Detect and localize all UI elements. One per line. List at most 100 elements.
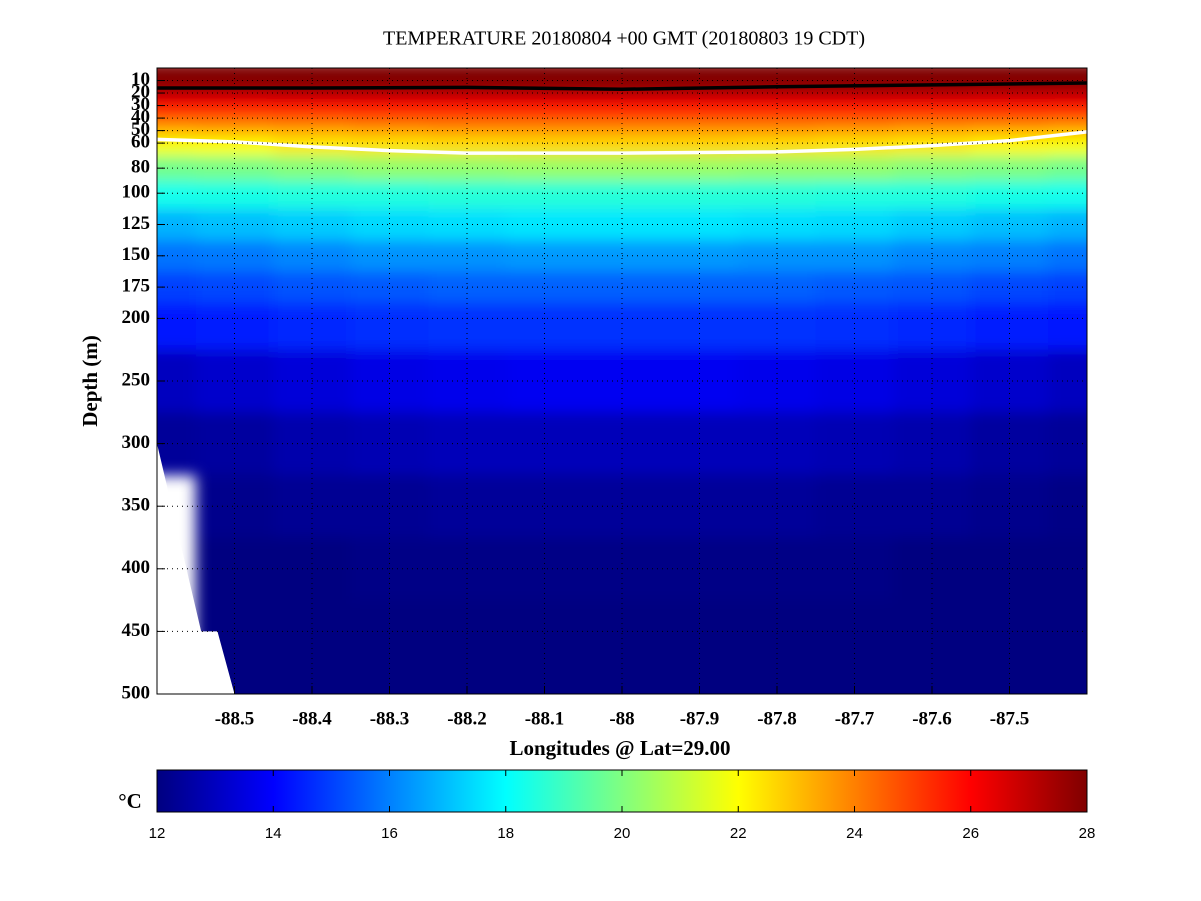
y-tick-label: 175 [122,275,151,296]
heatmap [157,68,1087,694]
x-tick-label: -87.5 [990,708,1030,729]
x-tick-label: -88.3 [370,708,410,729]
y-tick-label: 450 [122,620,151,641]
x-tick-label: -87.6 [912,708,952,729]
heat-cell [660,180,739,210]
heat-cell [970,600,1049,664]
heat-cell [273,302,352,351]
heat-cell [815,474,894,538]
heat-cell [195,208,274,241]
heat-cell [970,271,1049,304]
x-tick-label: -88 [609,708,634,729]
heat-cell [505,99,584,113]
heat-cell [350,124,429,138]
y-tick-label: 300 [122,432,151,453]
y-tick-label: 250 [122,369,151,390]
heat-cell [350,68,429,75]
heat-cell [505,349,584,413]
heat-cell [350,474,429,538]
heat-cell [815,99,894,113]
x-tick-label: -87.9 [680,708,720,729]
heat-cell [815,180,894,210]
heat-cell [815,600,894,664]
y-tick-label: 20 [131,81,150,102]
y-tick-label: 150 [122,244,151,265]
heat-cell [157,74,197,88]
heat-cell [350,600,429,664]
heat-cell [660,74,739,88]
heat-cell [505,136,584,157]
heat-cell [157,99,197,113]
heat-cell [350,99,429,113]
colorbar-tick-label: 12 [149,825,166,842]
heat-cell [970,349,1049,413]
y-tick-label: 100 [122,182,151,203]
heat-cell [157,124,197,138]
heat-cell [505,124,584,138]
heatmap-area [157,68,1087,694]
heat-cell [505,600,584,664]
heat-cell [1048,68,1087,75]
heat-cell [505,302,584,351]
heat-cell [815,271,894,304]
heat-cell [970,302,1049,351]
colorbar-tick-label: 16 [381,825,398,842]
heat-cell [195,302,274,351]
heat-cell [350,240,429,272]
heat-cell [428,302,507,351]
heat-cell [660,600,739,664]
heat-cell [970,240,1049,272]
x-tick-label: -87.7 [835,708,875,729]
seafloor [157,443,235,694]
y-tick-label: 60 [131,131,150,152]
heat-cell [815,124,894,138]
heat-cell [893,68,972,75]
heat-cell [505,240,584,272]
heat-cell [195,349,274,413]
heat-cell [583,180,662,210]
heat-cell [970,99,1049,113]
heat-cell [195,240,274,272]
heat-cell [583,302,662,351]
plot-frame [156,67,1088,695]
chart-title: TEMPERATURE 20180804 +00 GMT (20180803 1… [383,28,865,50]
heat-cell [195,74,274,88]
colorbar-tick-label: 22 [730,825,747,842]
x-tick-label: -87.8 [757,708,797,729]
heat-cell [350,271,429,304]
heat-cell [505,271,584,304]
heat-cell [505,474,584,538]
heat-cell [815,349,894,413]
y-tick-label: 200 [122,307,151,328]
colorbar-tick-label: 14 [265,825,282,842]
heat-cell [970,180,1049,210]
heat-cell [350,208,429,241]
heat-cell [660,68,739,75]
heat-cell [970,474,1049,538]
heat-cell [660,302,739,351]
heat-cell [195,271,274,304]
heat-cell [660,349,739,413]
x-tick-label: -88.4 [292,708,332,729]
y-tick-label: 125 [122,213,151,234]
colorbar-tick-label: 24 [846,825,863,842]
heat-cell [428,68,507,75]
y-tick-label: 350 [122,495,151,516]
heat-cell [157,86,197,100]
colorbar-tick-label: 18 [497,825,514,842]
heat-cell [970,68,1049,75]
y-axis-label: Depth (m) [78,335,102,427]
heat-cell [157,302,197,351]
y-tick-label: 50 [131,119,150,140]
heat-cell [970,208,1049,241]
heat-cell [815,240,894,272]
heat-cell [738,180,817,210]
heat-cell [1048,136,1087,157]
heat-cell [583,68,662,75]
colorbar-label: °C [118,789,142,813]
heat-cell [350,180,429,210]
y-tick-label: 30 [131,94,150,115]
colorbar [156,769,1088,813]
heat-cell [273,180,352,210]
heat-cell [157,180,197,210]
